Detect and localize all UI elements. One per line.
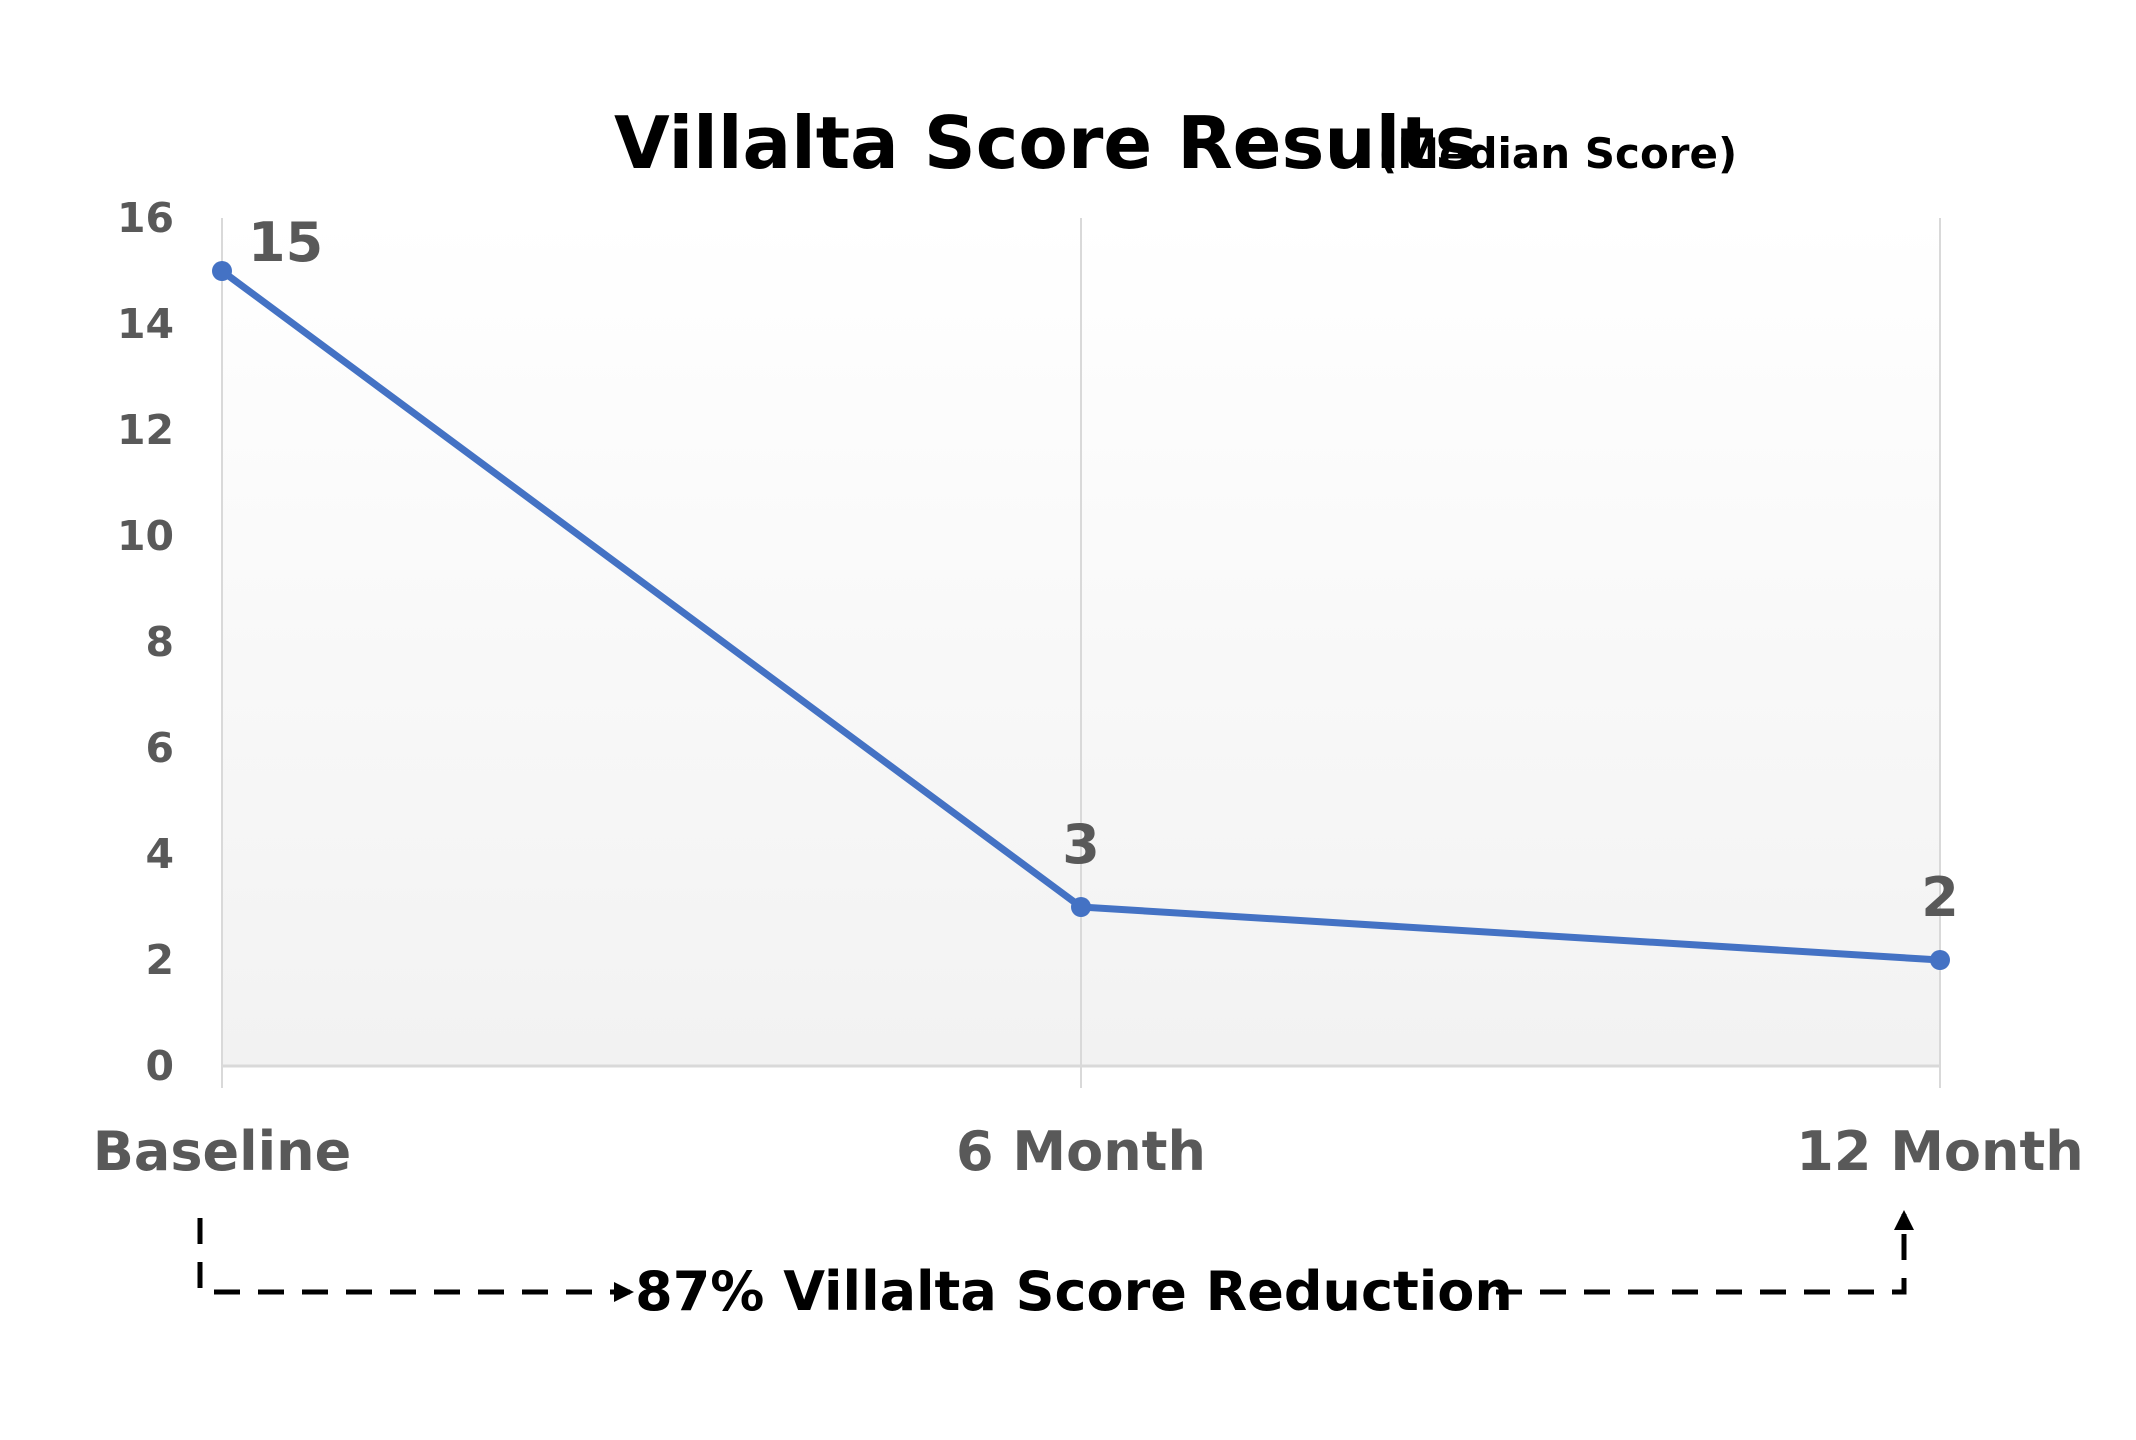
data-point [212, 261, 232, 281]
axes [221, 218, 1941, 1088]
data-label: 3 [1062, 813, 1100, 876]
x-tick-label: Baseline [93, 1120, 351, 1183]
reduction-annotation: 87% Villalta Score Reduction [197, 1210, 1914, 1323]
data-point [1930, 950, 1950, 970]
y-tick-label: 12 [117, 406, 174, 454]
data-point [1071, 897, 1091, 917]
x-tick-label: 6 Month [956, 1120, 1206, 1183]
annotation-text: 87% Villalta Score Reduction [635, 1260, 1513, 1323]
y-axis-tick-labels: 0 2 4 6 8 10 12 14 16 [117, 194, 174, 1090]
chart-title: Villalta Score Results [614, 101, 1478, 185]
y-tick-label: 14 [117, 300, 174, 348]
annotation-left-dashed-arrow [197, 1218, 634, 1302]
y-tick-label: 10 [117, 512, 174, 560]
data-label: 2 [1921, 866, 1959, 929]
y-tick-label: 4 [145, 830, 174, 878]
y-tick-label: 0 [145, 1042, 174, 1090]
y-tick-label: 16 [117, 194, 174, 242]
x-tick-label: 12 Month [1796, 1120, 2083, 1183]
annotation-right-dashed-arrow [1496, 1210, 1914, 1295]
chart-subtitle: (Median Score) [1378, 129, 1737, 178]
y-tick-label: 2 [145, 936, 174, 984]
y-tick-label: 8 [145, 618, 174, 666]
y-tick-label: 6 [145, 724, 174, 772]
series-points [212, 261, 1950, 970]
x-axis-tick-labels: Baseline 6 Month 12 Month [93, 1120, 2084, 1183]
data-label: 15 [248, 211, 323, 274]
